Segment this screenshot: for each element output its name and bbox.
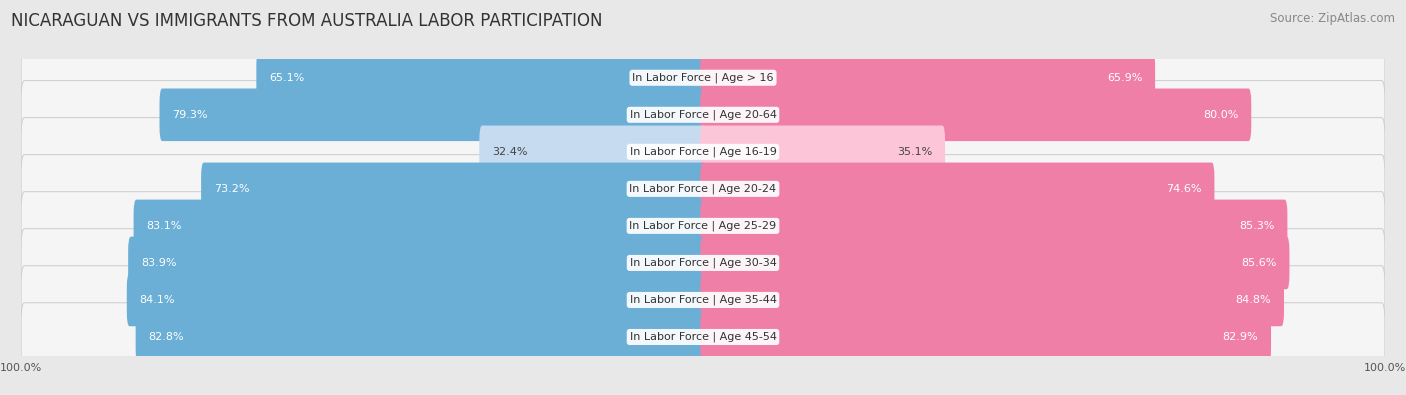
FancyBboxPatch shape	[127, 274, 706, 326]
Text: In Labor Force | Age 45-54: In Labor Force | Age 45-54	[630, 332, 776, 342]
Text: 79.3%: 79.3%	[173, 110, 208, 120]
Text: 82.8%: 82.8%	[149, 332, 184, 342]
Text: 65.1%: 65.1%	[270, 73, 305, 83]
FancyBboxPatch shape	[134, 199, 706, 252]
Text: 84.8%: 84.8%	[1236, 295, 1271, 305]
Text: NICARAGUAN VS IMMIGRANTS FROM AUSTRALIA LABOR PARTICIPATION: NICARAGUAN VS IMMIGRANTS FROM AUSTRALIA …	[11, 12, 603, 30]
Text: In Labor Force | Age 20-24: In Labor Force | Age 20-24	[630, 184, 776, 194]
FancyBboxPatch shape	[700, 163, 1215, 215]
Text: 80.0%: 80.0%	[1204, 110, 1239, 120]
FancyBboxPatch shape	[21, 303, 1385, 371]
FancyBboxPatch shape	[700, 88, 1251, 141]
Text: In Labor Force | Age 35-44: In Labor Force | Age 35-44	[630, 295, 776, 305]
FancyBboxPatch shape	[700, 199, 1288, 252]
Text: In Labor Force | Age 16-19: In Labor Force | Age 16-19	[630, 147, 776, 157]
Text: In Labor Force | Age > 16: In Labor Force | Age > 16	[633, 73, 773, 83]
FancyBboxPatch shape	[21, 229, 1385, 297]
FancyBboxPatch shape	[201, 163, 706, 215]
FancyBboxPatch shape	[135, 311, 706, 363]
Text: 65.9%: 65.9%	[1107, 73, 1142, 83]
Text: 83.1%: 83.1%	[146, 221, 181, 231]
Text: 85.3%: 85.3%	[1239, 221, 1274, 231]
Text: In Labor Force | Age 30-34: In Labor Force | Age 30-34	[630, 258, 776, 268]
FancyBboxPatch shape	[700, 51, 1156, 104]
Text: 85.6%: 85.6%	[1241, 258, 1277, 268]
FancyBboxPatch shape	[21, 154, 1385, 223]
Text: 84.1%: 84.1%	[139, 295, 176, 305]
FancyBboxPatch shape	[21, 43, 1385, 112]
Text: In Labor Force | Age 25-29: In Labor Force | Age 25-29	[630, 221, 776, 231]
FancyBboxPatch shape	[21, 81, 1385, 149]
FancyBboxPatch shape	[700, 126, 945, 178]
FancyBboxPatch shape	[21, 118, 1385, 186]
FancyBboxPatch shape	[21, 266, 1385, 334]
FancyBboxPatch shape	[479, 126, 706, 178]
Text: 35.1%: 35.1%	[897, 147, 932, 157]
FancyBboxPatch shape	[21, 192, 1385, 260]
FancyBboxPatch shape	[700, 237, 1289, 289]
Text: 32.4%: 32.4%	[492, 147, 527, 157]
FancyBboxPatch shape	[256, 51, 706, 104]
Text: 74.6%: 74.6%	[1166, 184, 1202, 194]
Text: 73.2%: 73.2%	[214, 184, 250, 194]
Text: 83.9%: 83.9%	[141, 258, 177, 268]
FancyBboxPatch shape	[128, 237, 706, 289]
FancyBboxPatch shape	[700, 311, 1271, 363]
FancyBboxPatch shape	[159, 88, 706, 141]
Text: In Labor Force | Age 20-64: In Labor Force | Age 20-64	[630, 109, 776, 120]
Text: 82.9%: 82.9%	[1222, 332, 1258, 342]
FancyBboxPatch shape	[700, 274, 1284, 326]
Text: Source: ZipAtlas.com: Source: ZipAtlas.com	[1270, 12, 1395, 25]
